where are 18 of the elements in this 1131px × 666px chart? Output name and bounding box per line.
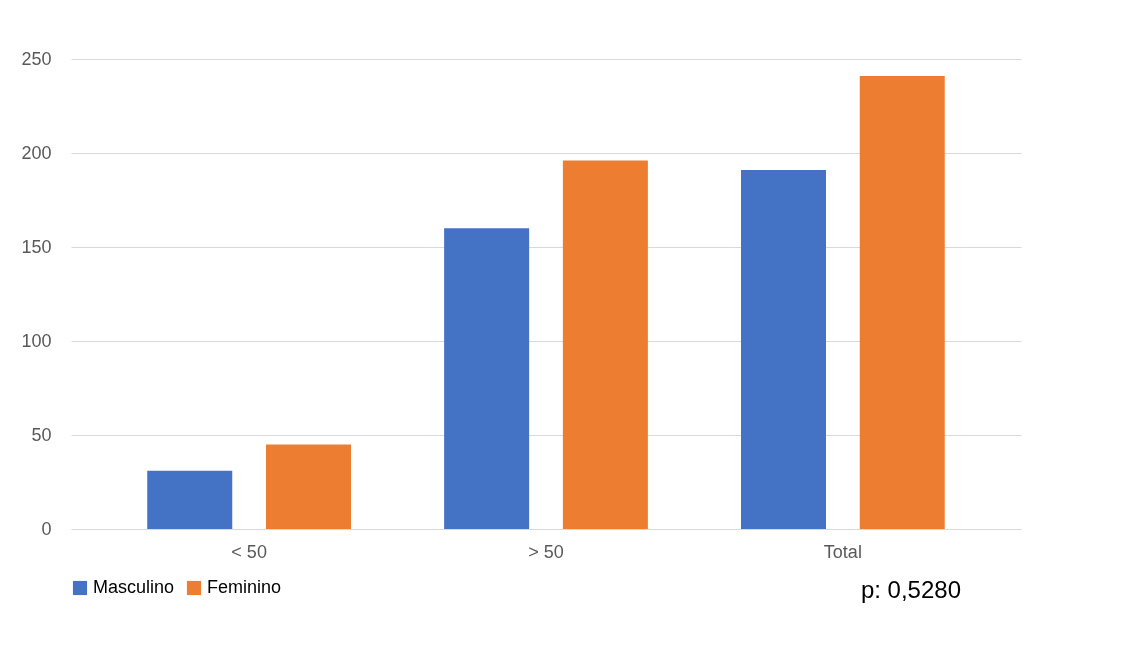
legend-label: Masculino [93, 577, 175, 597]
bar [266, 444, 351, 529]
bar [562, 160, 648, 529]
bar [741, 169, 826, 529]
x-tick-label: > 50 [528, 541, 564, 562]
y-tick-label: 50 [31, 424, 52, 445]
bar [859, 75, 945, 529]
y-tick-label: 0 [41, 518, 52, 539]
y-tick-label: 100 [21, 330, 52, 351]
y-tick-label: 150 [21, 236, 52, 257]
bar [444, 228, 530, 529]
x-tick-label: < 50 [231, 541, 267, 562]
legend-label: Feminino [207, 577, 282, 597]
text: p: 0,5280 [860, 576, 961, 603]
y-tick-label: 250 [21, 48, 52, 69]
y-tick-label: 200 [21, 142, 52, 163]
bar [147, 470, 233, 529]
x-tick-label: Total [823, 541, 862, 562]
